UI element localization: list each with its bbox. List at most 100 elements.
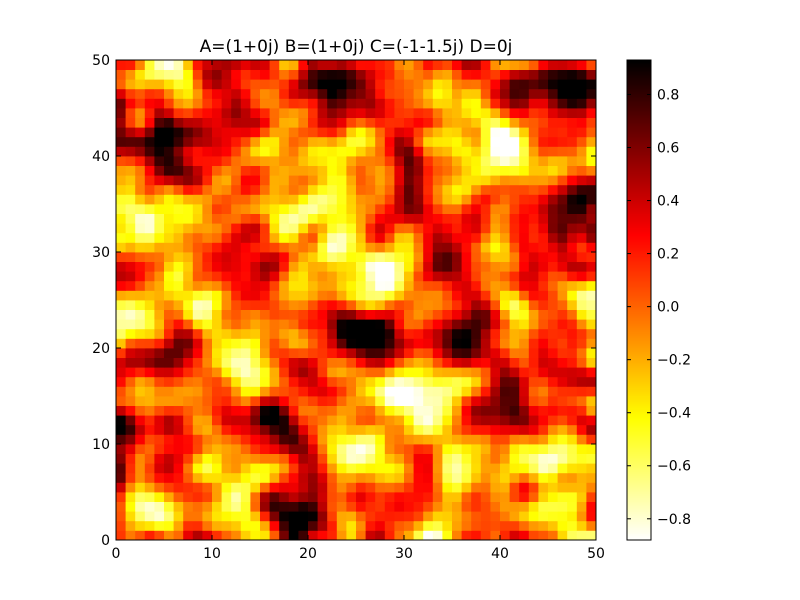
heatmap-cell	[567, 309, 578, 320]
heatmap-cell	[500, 463, 510, 474]
heatmap-cell	[586, 252, 597, 262]
heatmap-cell	[528, 280, 539, 291]
heatmap-cell	[432, 511, 443, 522]
heatmap-cell	[567, 79, 578, 90]
heatmap-cell	[413, 271, 424, 282]
heatmap-cell	[557, 396, 568, 406]
heatmap-cell	[528, 367, 539, 378]
heatmap-cell	[452, 175, 462, 186]
heatmap-cell	[519, 69, 530, 80]
heatmap-cell	[567, 520, 578, 531]
heatmap-cell	[567, 386, 578, 397]
heatmap-cell	[461, 300, 472, 310]
heatmap-cell	[384, 204, 395, 214]
heatmap-cell	[317, 492, 328, 502]
heatmap-cell	[548, 492, 558, 502]
colorbar-tick-label: 0.4	[657, 194, 679, 210]
heatmap-cell	[317, 530, 328, 541]
heatmap-cell	[538, 88, 549, 99]
colorbar-segment	[627, 526, 651, 529]
heatmap-cell	[308, 348, 318, 358]
colorbar-segment	[627, 196, 651, 199]
heatmap-cell	[519, 405, 530, 416]
heatmap-cell	[375, 232, 386, 243]
heatmap-cell	[144, 415, 155, 426]
colorbar-segment	[627, 296, 651, 299]
heatmap-cell	[567, 434, 578, 445]
heatmap-cell	[423, 376, 434, 387]
heatmap-cell	[442, 482, 453, 493]
heatmap-cell	[116, 98, 126, 109]
heatmap-cell	[423, 472, 434, 483]
colorbar-segment	[627, 290, 651, 293]
heatmap-cell	[519, 444, 530, 454]
colorbar-segment	[627, 194, 651, 197]
heatmap-cell	[423, 98, 434, 109]
heatmap-cell	[269, 290, 280, 301]
heatmap-cell	[269, 213, 280, 224]
heatmap-cell	[336, 127, 347, 138]
colorbar-segment	[627, 166, 651, 169]
heatmap-cell	[288, 424, 299, 435]
heatmap-cell	[183, 79, 194, 90]
heatmap-cell	[567, 223, 578, 234]
heatmap-cell	[365, 127, 376, 138]
heatmap-cell	[461, 136, 472, 147]
heatmap-cell	[576, 405, 587, 416]
heatmap-cell	[423, 232, 434, 243]
heatmap-cell	[586, 69, 597, 80]
heatmap-cell	[154, 424, 165, 435]
heatmap-cell	[212, 453, 222, 464]
heatmap-cell	[461, 376, 472, 387]
heatmap-cell	[365, 156, 376, 166]
heatmap-cell	[404, 520, 414, 531]
heatmap-cell	[528, 434, 539, 445]
heatmap-cell	[538, 290, 549, 301]
colorbar-segment	[627, 244, 651, 247]
heatmap-cell	[423, 348, 434, 358]
heatmap-cell	[384, 156, 395, 166]
colorbar-segment	[627, 486, 651, 489]
heatmap-cell	[164, 69, 174, 80]
colorbar-segment	[627, 232, 651, 235]
heatmap-cell	[298, 453, 309, 464]
heatmap-cell	[240, 357, 251, 368]
heatmap-cell	[548, 194, 558, 205]
heatmap-cell	[548, 300, 558, 310]
heatmap-cell	[260, 300, 270, 310]
heatmap-cell	[154, 472, 165, 483]
heatmap-cell	[365, 415, 376, 426]
heatmap-cell	[509, 300, 520, 310]
heatmap-cell	[221, 146, 232, 157]
heatmap-cell	[375, 204, 386, 214]
heatmap-cell	[576, 204, 587, 214]
heatmap-cell	[260, 328, 270, 339]
heatmap-cell	[442, 271, 453, 282]
heatmap-cell	[288, 156, 299, 166]
heatmap-cell	[269, 376, 280, 387]
heatmap-cell	[509, 213, 520, 224]
heatmap-cell	[471, 165, 482, 176]
heatmap-cell	[336, 444, 347, 454]
heatmap-cell	[164, 232, 174, 243]
heatmap-cell	[548, 444, 558, 454]
heatmap-cell	[116, 511, 126, 522]
heatmap-cell	[480, 405, 491, 416]
heatmap-cell	[298, 405, 309, 416]
heatmap-cell	[183, 242, 194, 253]
heatmap-cell	[116, 213, 126, 224]
heatmap-cell	[576, 300, 587, 310]
heatmap-cell	[288, 415, 299, 426]
heatmap-cell	[212, 165, 222, 176]
heatmap-cell	[528, 98, 539, 109]
heatmap-cell	[471, 98, 482, 109]
heatmap-cell	[260, 396, 270, 406]
heatmap-cell	[404, 309, 414, 320]
heatmap-cell	[356, 348, 366, 358]
heatmap-cell	[173, 511, 184, 522]
heatmap-cell	[404, 88, 414, 99]
heatmap-cell	[288, 98, 299, 109]
heatmap-cell	[154, 338, 165, 349]
heatmap-cell	[471, 69, 482, 80]
heatmap-cell	[144, 434, 155, 445]
